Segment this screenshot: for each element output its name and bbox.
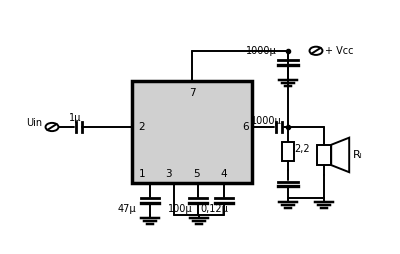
Text: 47µ: 47µ [118,204,137,214]
Text: 2: 2 [139,122,145,132]
Bar [317,145,331,165]
Text: Uin: Uin [26,118,42,128]
Text: Rₗ: Rₗ [353,150,362,160]
Text: 3: 3 [165,169,171,179]
Text: 7: 7 [189,88,195,98]
Text: 1000µ: 1000µ [246,46,277,56]
Text: 100µ: 100µ [168,204,193,214]
Text: 1: 1 [139,169,145,179]
Text: 0,12µ: 0,12µ [200,204,228,214]
Text: + Vcc: + Vcc [325,46,353,56]
Text: 6: 6 [243,122,249,132]
Text: 1000µ: 1000µ [251,116,282,126]
Text: 1µ: 1µ [69,113,81,123]
Bar [282,141,294,161]
Polygon shape [331,138,349,172]
Text: 5: 5 [193,169,199,179]
Bar [132,81,252,183]
Text: 2,2: 2,2 [294,144,310,154]
Text: 4: 4 [221,169,227,179]
